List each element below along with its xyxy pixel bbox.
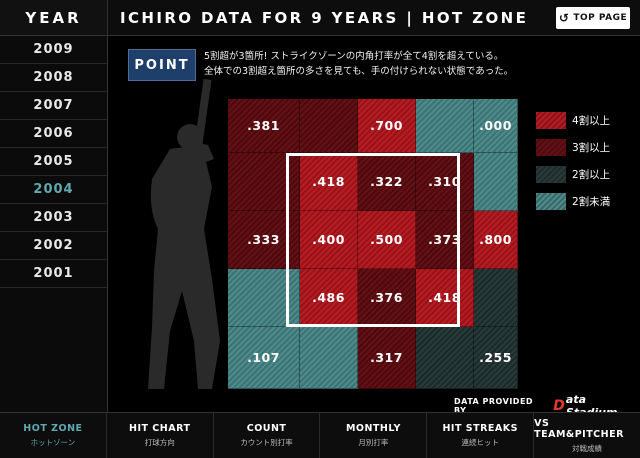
zone-cell-r4-c4: .418 xyxy=(416,269,474,327)
legend: 4割以上 3割以上 2割以上 2割未満 xyxy=(536,107,610,215)
year-item-2007[interactable]: 2007 xyxy=(0,92,107,120)
zone-cell-r5-c1: .107 xyxy=(228,327,300,389)
data-stadium-logo-mark: D xyxy=(553,398,565,414)
legend-item: 2割未満 xyxy=(536,188,610,215)
zone-cell-r1-c2 xyxy=(300,99,358,153)
zone-cell-r2-c2: .418 xyxy=(300,153,358,211)
year-item-2004[interactable]: 2004 xyxy=(0,176,107,204)
tab-monthly[interactable]: MONTHLY 月別打率 xyxy=(320,413,428,458)
page-title: ICHIRO DATA FOR 9 YEARS | HOT ZONE xyxy=(120,9,529,27)
tab-label: COUNT xyxy=(246,423,287,434)
tab-label: MONTHLY xyxy=(345,423,401,434)
year-item-2002[interactable]: 2002 xyxy=(0,232,107,260)
top-page-label: TOP PAGE xyxy=(573,13,628,23)
tab-hit-streaks[interactable]: HIT STREAKS 連続ヒット xyxy=(427,413,535,458)
zone-cell-r5-c2 xyxy=(300,327,358,389)
year-item-2005[interactable]: 2005 xyxy=(0,148,107,176)
tab-sublabel: 対戦成績 xyxy=(572,443,603,453)
year-item-2006[interactable]: 2006 xyxy=(0,120,107,148)
tab-label: VS TEAM&PITCHER xyxy=(534,417,624,440)
zone-cell-r5-c5: .255 xyxy=(474,327,518,389)
tab-sublabel: 打球方向 xyxy=(144,438,175,447)
year-item-2009[interactable]: 2009 xyxy=(0,36,107,64)
zone-cell-r5-c4 xyxy=(416,327,474,389)
zone-cell-r4-c1 xyxy=(228,269,300,327)
legend-swatch xyxy=(536,193,566,210)
year-sidebar: YEAR 2009 2008 2007 2006 2005 2004 2003 2002 200… xyxy=(0,0,108,412)
tab-sublabel: カウント別打率 xyxy=(240,438,293,447)
tab-label: HIT STREAKS xyxy=(442,423,518,434)
legend-label: 2割以上 xyxy=(572,169,611,181)
legend-label: 3割以上 xyxy=(572,142,611,154)
tab-label: HOT ZONE xyxy=(23,423,83,434)
bottom-tab-bar: HOT ZONE ホットゾーン HIT CHART 打球方向 COUNT カウント別打率 M… xyxy=(0,412,640,458)
hot-zone-panel: POINT 5割超が3箇所! ストライクゾーンの内角打率が全て4割を超えている。… xyxy=(108,37,640,419)
batter-silhouette-image xyxy=(148,79,220,389)
year-heading: YEAR xyxy=(0,0,107,36)
zone-cell-r2-c4: .310 xyxy=(416,153,474,211)
zone-cell-r2-c5 xyxy=(474,153,518,211)
zone-cell-r3-c5: .800 xyxy=(474,211,518,269)
year-list: 2009 2008 2007 2006 2005 2004 2003 2002 2001 xyxy=(0,36,107,288)
zone-cell-r4-c3: .376 xyxy=(358,269,416,327)
point-description: 5割超が3箇所! ストライクゾーンの内角打率が全て4割を超えている。 全体での3… xyxy=(204,49,624,79)
legend-label: 2割未満 xyxy=(572,196,611,208)
zone-cell-r5-c3: .317 xyxy=(358,327,416,389)
zone-cell-r3-c2: .400 xyxy=(300,211,358,269)
legend-item: 2割以上 xyxy=(536,161,610,188)
zone-cell-r4-c5 xyxy=(474,269,518,327)
legend-swatch xyxy=(536,139,566,156)
tab-sublabel: ホットゾーン xyxy=(30,438,76,447)
return-arrow-icon: ↺ xyxy=(558,11,570,25)
year-item-2008[interactable]: 2008 xyxy=(0,64,107,92)
zone-cell-r2-c1 xyxy=(228,153,300,211)
tab-count[interactable]: COUNT カウント別打率 xyxy=(214,413,321,458)
legend-swatch xyxy=(536,112,566,129)
zone-cell-r1-c1: .381 xyxy=(228,99,300,153)
provider-label: DATA PROVIDED BY xyxy=(454,397,534,415)
legend-item: 4割以上 xyxy=(536,107,610,134)
tab-vs-team-pitcher[interactable]: VS TEAM&PITCHER 対戦成績 xyxy=(534,413,640,458)
zone-cell-r1-c4 xyxy=(416,99,474,153)
zone-cell-r3-c4: .373 xyxy=(416,211,474,269)
zone-cell-r4-c2: .486 xyxy=(300,269,358,327)
zone-cell-r3-c1: .333 xyxy=(228,211,300,269)
year-item-2003[interactable]: 2003 xyxy=(0,204,107,232)
legend-swatch xyxy=(536,166,566,183)
zone-cell-r2-c3: .322 xyxy=(358,153,416,211)
tab-label: HIT CHART xyxy=(129,423,191,434)
zone-cell-r1-c3: .700 xyxy=(358,99,416,153)
point-line-1: 5割超が3箇所! ストライクゾーンの内角打率が全て4割を超えている。 xyxy=(204,51,504,62)
zone-cell-r3-c3: .500 xyxy=(358,211,416,269)
point-line-2: 全体での3割超え箇所の多さを見ても、手の付けられない状態であった。 xyxy=(204,66,514,77)
header-bar: ICHIRO DATA FOR 9 YEARS | HOT ZONE ↺ TOP… xyxy=(108,0,640,36)
tab-sublabel: 連続ヒット xyxy=(461,438,499,447)
legend-label: 4割以上 xyxy=(572,115,611,127)
tab-sublabel: 月別打率 xyxy=(358,438,389,447)
legend-item: 3割以上 xyxy=(536,134,610,161)
top-page-button[interactable]: ↺ TOP PAGE xyxy=(556,7,630,29)
year-item-2001[interactable]: 2001 xyxy=(0,260,107,288)
zone-cell-r1-c5: .000 xyxy=(474,99,518,153)
tab-hot-zone[interactable]: HOT ZONE ホットゾーン xyxy=(0,413,107,458)
tab-hit-chart[interactable]: HIT CHART 打球方向 xyxy=(107,413,214,458)
hot-zone-grid: .381 .700 .000 .418.322.310 .333.400.500.373… xyxy=(228,99,518,389)
point-label: POINT xyxy=(128,49,196,81)
